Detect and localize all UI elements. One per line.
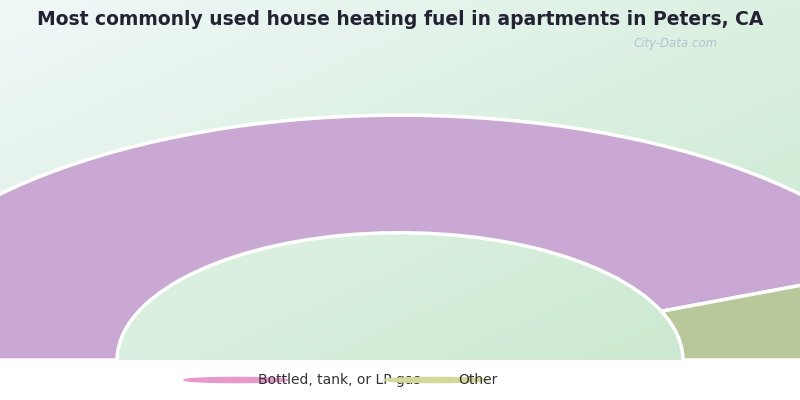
Wedge shape [0,115,800,360]
Text: Other: Other [458,373,498,387]
Circle shape [184,378,288,382]
Text: Most commonly used house heating fuel in apartments in Peters, CA: Most commonly used house heating fuel in… [37,10,763,29]
Text: City-Data.com: City-Data.com [634,37,718,50]
Wedge shape [662,266,800,360]
Text: Bottled, tank, or LP gas: Bottled, tank, or LP gas [258,373,421,387]
Circle shape [384,378,488,382]
